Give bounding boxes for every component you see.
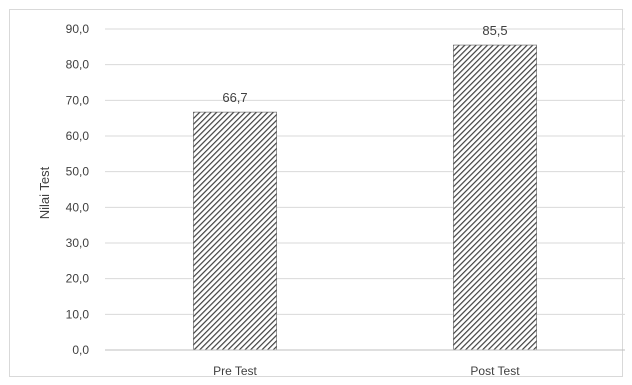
x-tick-label: Post Test <box>470 364 520 378</box>
gridlines <box>105 28 625 315</box>
data-label: 66,7 <box>222 90 247 105</box>
axes: 0,0 10,0 20,0 30,0 40,0 50,0 60,0 70,0 80,0 90,0 6… <box>66 22 625 378</box>
bars <box>193 44 537 351</box>
bar-pre-test <box>193 111 277 351</box>
y-tick-label: 70,0 <box>66 93 90 107</box>
y-tick-label: 0,0 <box>72 343 89 357</box>
y-tick-label: 10,0 <box>66 307 90 321</box>
y-tick-label: 30,0 <box>66 236 90 250</box>
y-axis-title: Nilai Test <box>37 166 52 219</box>
y-tick-label: 60,0 <box>66 129 90 143</box>
y-tick-label: 40,0 <box>66 200 90 214</box>
y-tick-label: 20,0 <box>66 272 90 286</box>
x-tick-label: Pre Test <box>213 364 257 378</box>
y-tick-label: 80,0 <box>66 58 90 72</box>
bar-post-test <box>453 44 537 351</box>
y-tick-label: 50,0 <box>66 165 90 179</box>
data-label: 85,5 <box>482 23 507 38</box>
y-tick-label: 90,0 <box>66 22 90 36</box>
